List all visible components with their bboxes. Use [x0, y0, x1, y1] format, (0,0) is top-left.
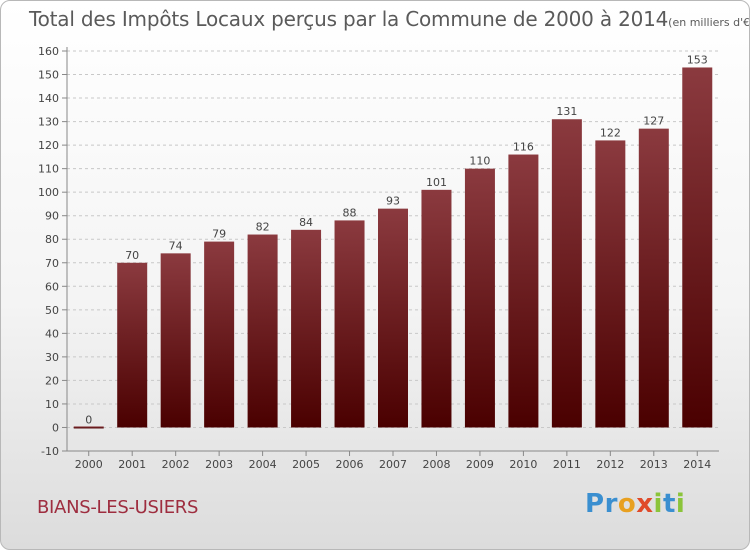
chart-title: Total des Impôts Locaux perçus par la Co…	[29, 7, 750, 31]
bar	[682, 67, 713, 428]
y-tick-label: 110	[38, 163, 59, 176]
proxiti-logo: Proxiti	[585, 489, 685, 519]
bar	[291, 229, 322, 428]
data-label: 70	[125, 249, 139, 262]
logo-letter: o	[617, 489, 637, 519]
y-tick-label: 160	[38, 45, 59, 58]
logo-letter: P	[585, 489, 605, 519]
x-tick-label: 2005	[292, 458, 320, 471]
data-label: 88	[343, 206, 357, 219]
data-label: 131	[556, 105, 577, 118]
data-label: 79	[212, 228, 226, 241]
x-tick-label: 2008	[422, 458, 450, 471]
y-tick-label: 120	[38, 139, 59, 152]
data-label: 82	[256, 221, 270, 234]
y-tick-label: 40	[45, 327, 59, 340]
y-tick-label: 130	[38, 116, 59, 129]
bar	[160, 253, 191, 428]
bar	[204, 241, 235, 428]
data-label: 153	[687, 53, 708, 66]
x-tick-label: 2009	[466, 458, 494, 471]
y-tick-label: 70	[45, 257, 59, 270]
x-tick-label: 2006	[336, 458, 364, 471]
bar	[464, 168, 495, 428]
bars	[73, 67, 713, 429]
x-tick-label: 2004	[249, 458, 277, 471]
y-tick-label: 60	[45, 280, 59, 293]
bar	[73, 426, 104, 429]
x-tick-label: 2007	[379, 458, 407, 471]
x-tick-label: 2011	[553, 458, 581, 471]
y-tick-label: -10	[41, 445, 59, 458]
data-label: 93	[386, 195, 400, 208]
data-label: 74	[169, 239, 183, 252]
data-label: 0	[85, 413, 92, 426]
bar	[421, 189, 452, 428]
y-tick-label: 100	[38, 186, 59, 199]
axes	[62, 47, 719, 456]
logo-letter: i	[675, 489, 686, 519]
y-tick-label: 140	[38, 92, 59, 105]
data-label: 127	[643, 115, 664, 128]
bar	[117, 262, 148, 428]
chart-unit: (en milliers d'€)	[668, 16, 750, 29]
y-tick-label: 90	[45, 210, 59, 223]
x-tick-label: 2012	[596, 458, 624, 471]
data-label: 84	[299, 216, 313, 229]
data-labels: 0 70 74 79 82 84 88 93 101 110 116 131 122 127 153	[85, 53, 708, 426]
logo-letter: i	[653, 489, 663, 519]
x-tick-label: 2001	[118, 458, 146, 471]
data-label: 101	[426, 176, 447, 189]
commune-name: BIANS-LES-USIERS	[37, 497, 199, 518]
logo-letter: t	[662, 489, 676, 519]
data-label: 110	[469, 155, 490, 168]
logo-letter: x	[636, 489, 654, 519]
x-tick-label: 2010	[509, 458, 537, 471]
logo-letter: r	[604, 489, 618, 519]
y-tick-label: 0	[52, 421, 59, 434]
bar	[247, 234, 278, 428]
bar	[334, 220, 365, 428]
y-tick-label: 10	[45, 398, 59, 411]
x-tick-label: 2014	[683, 458, 711, 471]
y-tick-label: 150	[38, 69, 59, 82]
x-tick-label: 2000	[75, 458, 103, 471]
data-label: 116	[513, 141, 534, 154]
y-tick-label: 20	[45, 374, 59, 387]
y-tick-label: 30	[45, 351, 59, 364]
bar	[595, 140, 626, 428]
y-tick-label: 80	[45, 233, 59, 246]
bar	[378, 208, 408, 428]
bar	[638, 128, 669, 428]
y-tick-label: 50	[45, 304, 59, 317]
y-tick-labels: -10 0 10 20 30 40 50 60 70 80 90 100 110 120 130 140 150…	[38, 45, 59, 458]
x-tick-label: 2013	[640, 458, 668, 471]
data-label: 122	[600, 126, 621, 139]
x-tick-labels: 2000 2001 2002 2003 2004 2005 2006 2007 2008 2009…	[75, 458, 712, 471]
bar	[551, 119, 582, 428]
bar	[508, 154, 539, 428]
x-tick-label: 2002	[162, 458, 190, 471]
x-tick-label: 2003	[205, 458, 233, 471]
chart-title-text: Total des Impôts Locaux perçus par la Co…	[29, 7, 669, 31]
